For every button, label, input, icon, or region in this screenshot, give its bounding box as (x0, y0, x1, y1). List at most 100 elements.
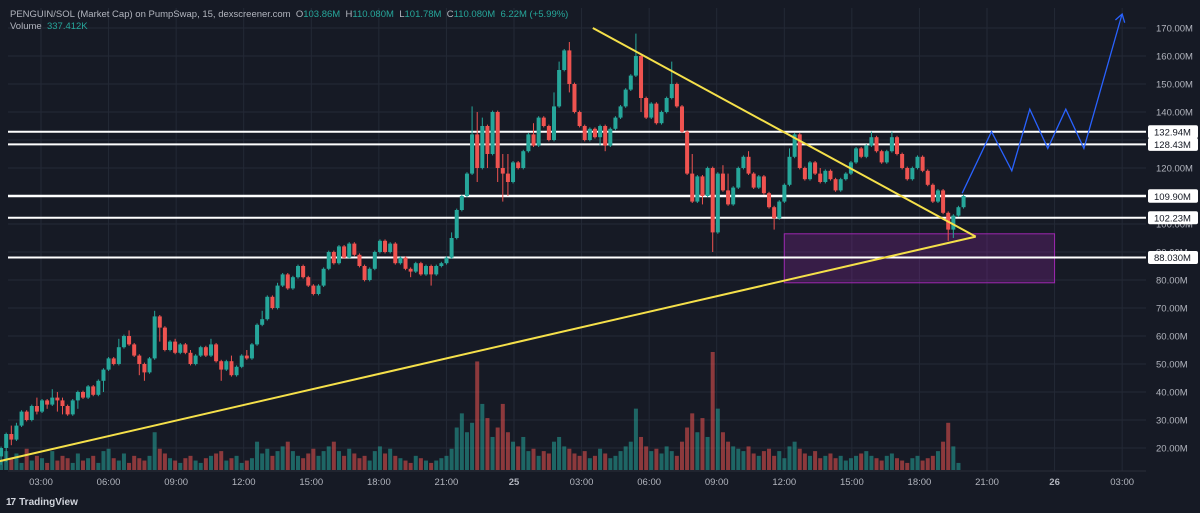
candle (367, 267, 372, 282)
volume-bar (567, 448, 572, 470)
candle (80, 390, 85, 399)
candle-body (664, 98, 669, 112)
candle-body (157, 316, 162, 328)
volume-bar (352, 453, 357, 470)
candle-body (470, 134, 475, 174)
candle-body (362, 266, 367, 280)
candle-body (690, 173, 695, 202)
volume-bar (818, 458, 823, 470)
volume-bar (910, 458, 915, 470)
candle-body (736, 168, 741, 188)
candle-body (70, 400, 75, 415)
candle (352, 242, 357, 257)
candle-body (388, 243, 393, 252)
volume-bar (792, 441, 797, 470)
candle (843, 172, 848, 181)
candle-body (598, 126, 603, 138)
candle (511, 161, 516, 184)
candle (751, 172, 756, 189)
y-tick-label: 70.00M (1156, 304, 1188, 315)
volume-bar (162, 453, 167, 470)
candle-body (296, 266, 301, 278)
volume-bar (45, 462, 50, 470)
candle-body (685, 131, 690, 174)
volume-bar (511, 441, 516, 470)
volume-bar (91, 455, 96, 470)
volume-bar (951, 446, 956, 470)
candles (0, 33, 966, 465)
candle (720, 165, 725, 192)
candle (577, 110, 582, 128)
candle (700, 175, 705, 205)
candle (633, 33, 638, 77)
volume-bar (260, 453, 265, 470)
candle-body (147, 358, 152, 373)
candle-body (567, 50, 572, 84)
volume-bar (244, 460, 249, 470)
candle-body (464, 173, 469, 196)
candle (889, 131, 894, 153)
candle-body (649, 103, 654, 118)
candle (137, 354, 142, 376)
candle-body (429, 266, 434, 275)
candle (306, 275, 311, 287)
volume-bar (168, 458, 173, 470)
volume-bar (639, 436, 644, 470)
candle-body (751, 173, 756, 188)
volume-bar (142, 460, 147, 470)
volume-bar (838, 455, 843, 470)
candle-body (14, 425, 19, 440)
candle (208, 338, 213, 357)
volume-bar (326, 446, 331, 470)
y-tick-label: 80.00M (1156, 276, 1188, 287)
candle-body (710, 168, 715, 233)
high-value: 110.080M (352, 9, 394, 20)
x-tick-label: 09:00 (164, 477, 188, 488)
candle-body (137, 355, 142, 364)
volume-bar (188, 455, 193, 470)
candle-body (280, 274, 285, 286)
candle-body (633, 56, 638, 76)
volume-bar (198, 462, 203, 470)
candle (726, 173, 731, 206)
candle-body (823, 170, 828, 182)
x-tick-label: 12:00 (772, 477, 796, 488)
candle-body (203, 347, 208, 356)
x-tick-label: 25 (509, 477, 520, 488)
candle (685, 130, 690, 175)
volume-bar (895, 458, 900, 470)
candle-body (551, 106, 556, 140)
candle-body (505, 173, 510, 182)
volume-bar (582, 451, 587, 470)
candle-body (639, 56, 644, 98)
volume-bar (439, 458, 444, 470)
candle-body (480, 126, 485, 168)
volume-bar (101, 451, 106, 470)
volume-bar (536, 455, 541, 470)
candle (362, 264, 367, 282)
tradingview-logo[interactable]: 17 TradingView (6, 497, 78, 508)
candle-body (679, 106, 684, 132)
candle (531, 123, 536, 147)
candle-body (183, 344, 188, 353)
volume-bar (55, 460, 60, 470)
candle-body (91, 386, 96, 395)
candle (50, 389, 55, 406)
candle (45, 399, 50, 409)
candle (674, 82, 679, 108)
candle (485, 124, 490, 168)
candle-body (9, 434, 14, 440)
level-price-tag (1148, 251, 1198, 265)
candle-body (582, 126, 587, 140)
volume-bar (306, 453, 311, 470)
candle (413, 261, 418, 273)
candle (249, 343, 254, 360)
volume-bar (475, 361, 480, 470)
candle (193, 354, 198, 366)
candle-body (572, 84, 577, 112)
volume-bar (249, 458, 254, 470)
volume-bar (864, 451, 869, 470)
volume-bar (531, 448, 536, 470)
volume-bar (654, 448, 659, 470)
